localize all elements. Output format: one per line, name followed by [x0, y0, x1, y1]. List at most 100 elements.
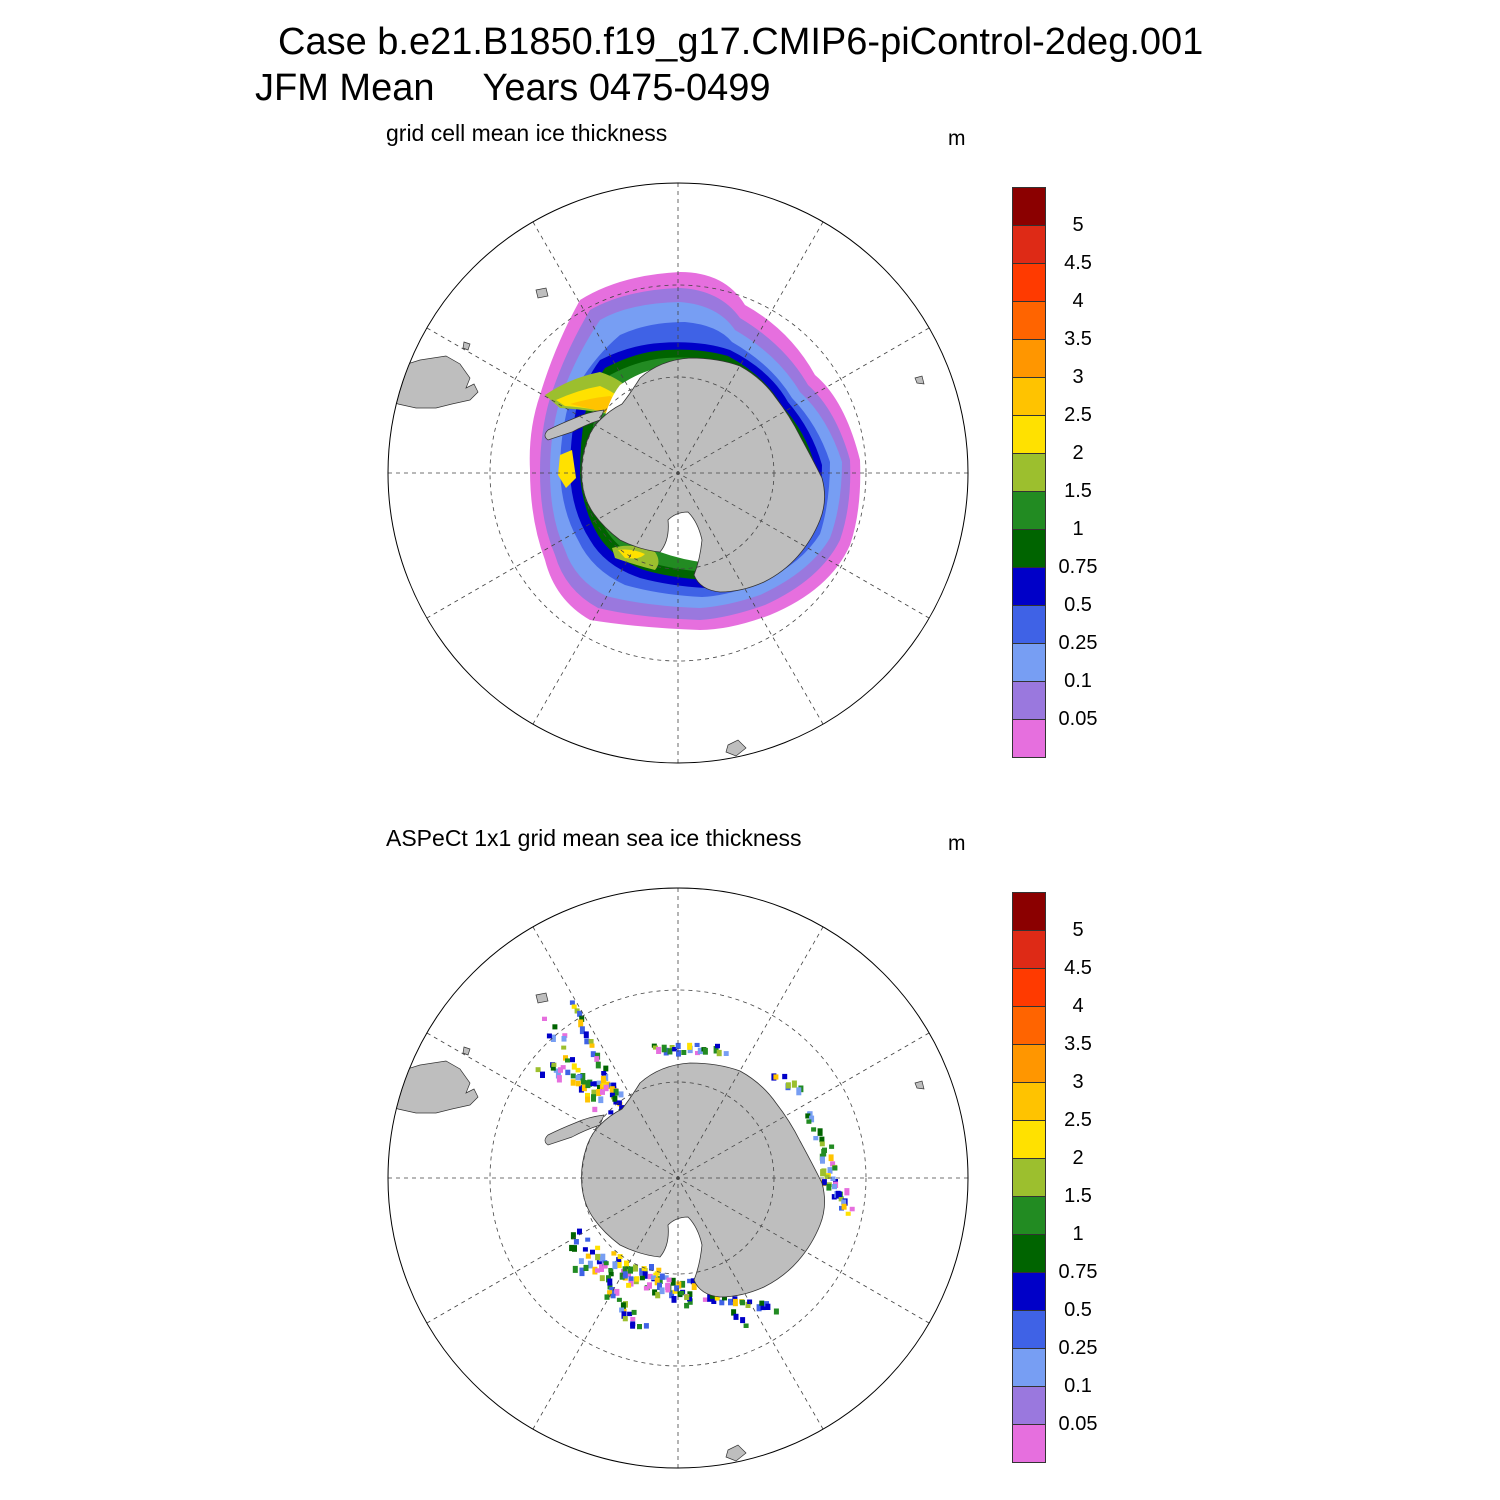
- observation-cell: [832, 1184, 837, 1190]
- observation-cell: [583, 1264, 589, 1271]
- observation-cell: [616, 1100, 622, 1105]
- colorbar-swatch: [1012, 1196, 1046, 1235]
- observation-cell: [627, 1311, 633, 1317]
- observation-cell: [676, 1050, 681, 1057]
- observation-cell: [575, 1080, 581, 1087]
- observation-cell: [655, 1291, 661, 1299]
- map-border: [387, 887, 969, 1469]
- observation-cell: [765, 1303, 771, 1310]
- observation-cell: [702, 1047, 708, 1055]
- colorbar-swatch: [1012, 1310, 1046, 1349]
- observation-cell: [821, 1179, 827, 1186]
- observation-cell: [575, 1075, 581, 1081]
- colorbar-model: [1012, 187, 1046, 758]
- colorbar-tick-label: 0.05: [1058, 1413, 1098, 1435]
- observation-cell: [588, 1039, 594, 1044]
- observation-cell: [569, 1000, 575, 1005]
- observation-cell: [669, 1290, 675, 1299]
- observation-cell: [551, 1062, 557, 1067]
- observation-cell: [555, 1070, 561, 1079]
- observation-cell: [687, 1291, 693, 1298]
- colorbar-tick-label: 3.5: [1064, 328, 1092, 350]
- observation-cell: [565, 1069, 571, 1076]
- observation-cell: [659, 1287, 665, 1295]
- observation-cell: [624, 1260, 629, 1267]
- colorbar-obs: [1012, 892, 1046, 1463]
- observation-cell: [652, 1045, 658, 1050]
- observation-cell: [607, 1278, 613, 1286]
- observation-cell: [598, 1096, 604, 1104]
- colorbar-swatch: [1012, 1158, 1046, 1197]
- colorbar-tick-label: 2.5: [1064, 404, 1092, 426]
- observation-cell: [647, 1282, 652, 1289]
- colorbar-swatch: [1012, 225, 1046, 264]
- observation-cell: [619, 1307, 625, 1313]
- observation-cell: [587, 1079, 593, 1087]
- observation-cell: [643, 1323, 649, 1329]
- observation-cell: [581, 1084, 587, 1092]
- observation-cell: [558, 1067, 563, 1073]
- observation-cell: [608, 1272, 614, 1277]
- observation-cell: [590, 1249, 595, 1255]
- island-land: [914, 1080, 925, 1090]
- colorbar-swatch: [1012, 453, 1046, 492]
- observation-cell: [740, 1317, 746, 1324]
- colorbar-tick-label: 0.75: [1058, 1261, 1098, 1283]
- colorbar-tick-label: 4: [1072, 995, 1084, 1017]
- observation-cell: [687, 1278, 693, 1284]
- observation-cell: [637, 1324, 642, 1330]
- observation-cell: [594, 1056, 600, 1062]
- observation-cell: [563, 1055, 568, 1061]
- panel-title-model: grid cell mean ice thickness: [386, 120, 668, 146]
- observation-cell: [657, 1276, 663, 1284]
- observation-cell: [570, 1057, 575, 1063]
- observation-cell: [820, 1169, 826, 1177]
- observation-cell: [684, 1302, 690, 1309]
- observation-cell: [535, 1067, 541, 1073]
- observation-cell: [603, 1084, 609, 1092]
- observation-cell: [716, 1049, 722, 1057]
- observation-cell: [652, 1289, 658, 1296]
- colorbar-swatch: [1012, 605, 1046, 644]
- observation-cell: [830, 1176, 836, 1181]
- colorbar-tick-label: 1.5: [1064, 1185, 1092, 1207]
- case-title: Case b.e21.B1850.f19_g17.CMIP6-piControl…: [278, 21, 1204, 63]
- graticule: [388, 183, 968, 763]
- colorbar-tick-label: 0.5: [1064, 594, 1092, 616]
- observation-cell: [608, 1268, 614, 1273]
- observation-cell: [573, 1239, 579, 1245]
- observation-cell: [612, 1261, 618, 1270]
- observation-cell: [676, 1281, 682, 1289]
- observation-cell: [702, 1297, 708, 1302]
- colorbar-swatch: [1012, 1234, 1046, 1273]
- colorbar-swatch: [1012, 1082, 1046, 1121]
- observation-cell: [618, 1091, 624, 1098]
- observation-cell: [733, 1313, 739, 1320]
- colorbar-tick-label: 4.5: [1064, 957, 1092, 979]
- observation-cell: [610, 1293, 616, 1299]
- observation-cell: [820, 1156, 825, 1164]
- observation-cell: [583, 1031, 589, 1039]
- observation-cell: [756, 1304, 762, 1312]
- observation-cell: [719, 1299, 725, 1306]
- antarctic-peninsula-land: [544, 1114, 605, 1146]
- observation-cell: [622, 1271, 628, 1279]
- colorbar-swatch: [1012, 1006, 1046, 1045]
- observation-cell: [585, 1092, 590, 1100]
- colorbar-tick-label: 4.5: [1064, 252, 1092, 274]
- observation-cell: [607, 1283, 613, 1290]
- observation-cell: [713, 1046, 719, 1054]
- observation-cell: [570, 1079, 576, 1086]
- observation-cell: [695, 1051, 700, 1056]
- observation-cell: [562, 1033, 568, 1038]
- observation-cell: [723, 1051, 729, 1056]
- antarctica-land: [581, 357, 825, 593]
- unit-label-obs: m: [948, 832, 966, 855]
- observation-cell: [542, 1016, 547, 1021]
- unit-label-model: m: [948, 127, 966, 150]
- observation-cell: [595, 1253, 601, 1261]
- colorbar-tick-label: 1.5: [1064, 480, 1092, 502]
- observation-cell: [714, 1295, 720, 1301]
- island-land: [462, 1046, 471, 1056]
- observation-cell: [619, 1272, 625, 1280]
